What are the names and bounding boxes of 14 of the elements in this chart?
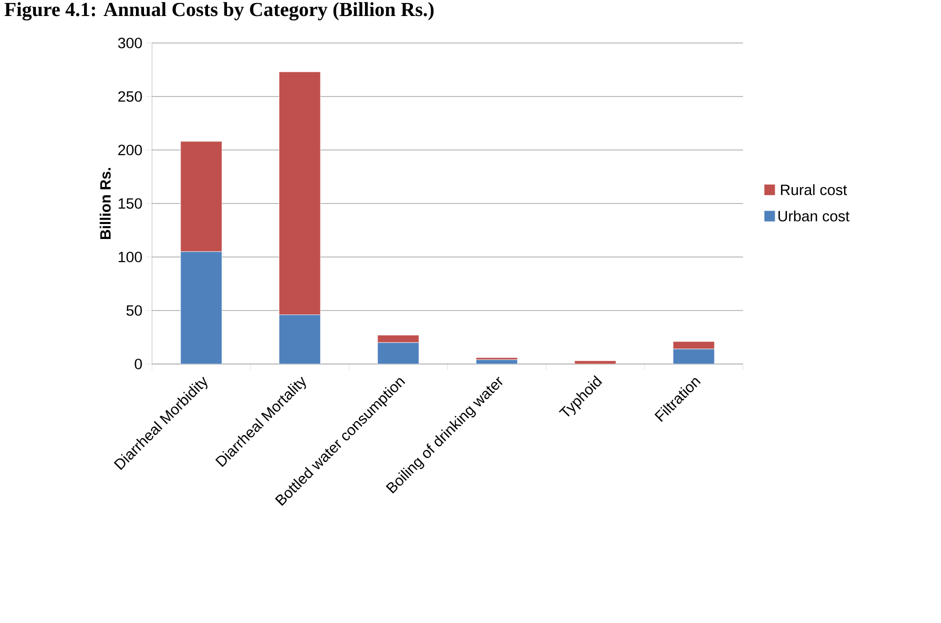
bar	[476, 360, 518, 364]
y-tick-label: 250	[118, 91, 142, 102]
y-tick-label: 100	[118, 252, 142, 262]
chart-title: Figure 4.1: Annual Costs by Category (Billion Rs.)	[4, 2, 434, 20]
y-tick-label: 200	[118, 144, 142, 156]
bar	[574, 360, 616, 364]
y-axis-title: Billion Rs.	[100, 168, 111, 240]
legend-label: Urban cost	[778, 210, 850, 222]
bar	[476, 357, 518, 360]
y-tick-label: 0	[134, 358, 142, 370]
legend-label: Rural cost	[781, 184, 847, 196]
y-tick-label: 50	[126, 305, 142, 316]
y-tick-label: 150	[118, 198, 142, 209]
y-tick-label: 300	[118, 38, 142, 48]
